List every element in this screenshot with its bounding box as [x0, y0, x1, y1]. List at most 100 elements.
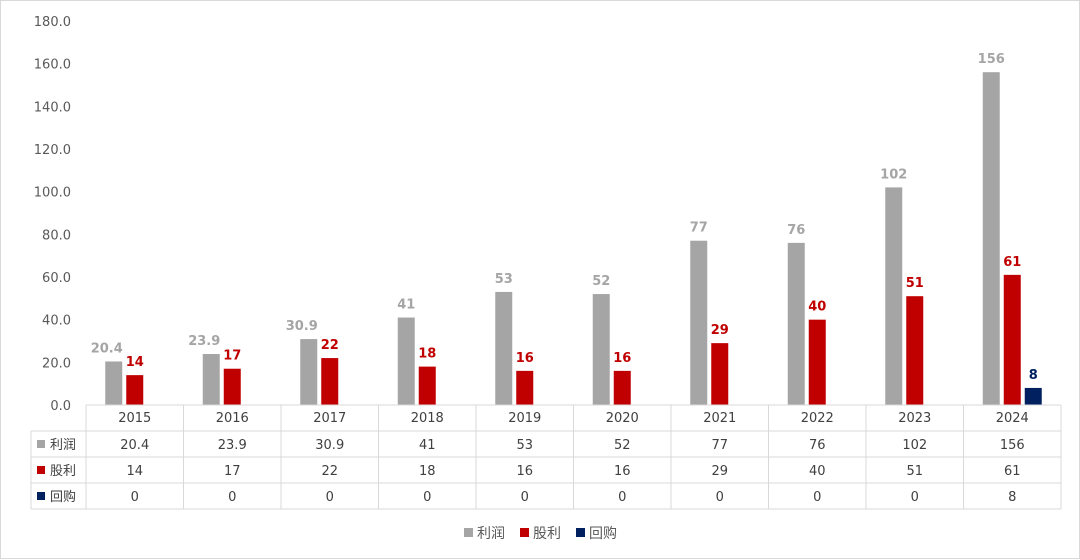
x-tick-label: 2019 — [508, 411, 541, 426]
bar-股利 — [516, 370, 534, 405]
x-tick-label: 2018 — [411, 411, 444, 426]
bar-利润 — [690, 240, 708, 405]
data-label: 17 — [223, 349, 241, 364]
bar-股利 — [418, 366, 436, 405]
table-cell: 30.9 — [315, 438, 344, 453]
x-tick-label: 2015 — [118, 411, 151, 426]
table-cell: 53 — [516, 438, 533, 453]
table-cell: 29 — [711, 464, 728, 479]
table-cell: 22 — [321, 464, 338, 479]
bar-股利 — [906, 296, 924, 405]
legend-key — [464, 528, 473, 537]
table-legend-key — [37, 440, 45, 448]
table-row-label: 回购 — [50, 489, 76, 505]
y-tick-label: 120.0 — [34, 143, 71, 158]
bar-利润 — [300, 339, 318, 405]
table-cell: 0 — [618, 490, 626, 505]
y-tick-label: 40.0 — [42, 314, 71, 329]
table-cell: 0 — [716, 490, 724, 505]
y-tick-label: 0.0 — [50, 399, 71, 414]
legend-entry: 利润 — [477, 526, 505, 542]
table-cell: 156 — [1000, 438, 1025, 453]
table-cell: 0 — [813, 490, 821, 505]
table-cell: 52 — [614, 438, 631, 453]
data-label: 29 — [711, 323, 729, 338]
data-label: 23.9 — [188, 334, 220, 349]
legend-entry: 回购 — [589, 526, 617, 542]
x-tick-label: 2016 — [216, 411, 249, 426]
bar-利润 — [982, 72, 1000, 405]
table-cell: 16 — [614, 464, 631, 479]
table-cell: 17 — [224, 464, 241, 479]
bar-股利 — [126, 375, 144, 405]
table-cell: 14 — [126, 464, 143, 479]
table-row-label: 股利 — [50, 464, 76, 479]
x-tick-label: 2023 — [898, 411, 931, 426]
data-label: 16 — [613, 351, 631, 366]
bar-利润 — [202, 354, 220, 405]
bar-利润 — [105, 361, 123, 405]
bar-股利 — [808, 319, 826, 405]
data-label: 61 — [1003, 255, 1021, 270]
x-tick-label: 2021 — [703, 411, 736, 426]
table-cell: 23.9 — [218, 438, 247, 453]
legend-key — [576, 528, 585, 537]
table-cell: 0 — [228, 490, 236, 505]
data-label: 51 — [906, 276, 924, 291]
bar-利润 — [495, 291, 513, 405]
table-cell: 20.4 — [120, 438, 149, 453]
bar-股利 — [223, 368, 241, 405]
table-cell: 0 — [911, 490, 919, 505]
data-label: 77 — [690, 221, 708, 236]
table-cell: 8 — [1008, 490, 1016, 505]
data-label: 52 — [592, 274, 610, 289]
table-cell: 0 — [131, 490, 139, 505]
x-tick-label: 2024 — [996, 411, 1029, 426]
table-cell: 0 — [423, 490, 431, 505]
table-cell: 51 — [906, 464, 923, 479]
x-tick-label: 2020 — [606, 411, 639, 426]
bar-利润 — [592, 294, 610, 405]
data-label: 76 — [787, 223, 805, 238]
table-cell: 77 — [711, 438, 728, 453]
y-tick-label: 160.0 — [34, 58, 71, 73]
y-tick-label: 20.0 — [42, 356, 71, 371]
legend-key — [520, 528, 529, 537]
data-label: 53 — [495, 272, 513, 287]
data-label: 156 — [978, 52, 1005, 67]
data-label: 14 — [126, 355, 144, 370]
y-tick-label: 140.0 — [34, 100, 71, 115]
data-label: 40 — [808, 300, 826, 315]
bar-利润 — [787, 242, 805, 405]
table-cell: 18 — [419, 464, 436, 479]
data-label: 20.4 — [91, 341, 123, 356]
table-cell: 41 — [419, 438, 436, 453]
y-tick-label: 180.0 — [34, 15, 71, 30]
table-cell: 76 — [809, 438, 826, 453]
bar-回购 — [1024, 387, 1042, 405]
bar-股利 — [1003, 274, 1021, 405]
x-tick-label: 2017 — [313, 411, 346, 426]
table-legend-key — [37, 492, 45, 500]
y-tick-label: 80.0 — [42, 228, 71, 243]
table-cell: 40 — [809, 464, 826, 479]
data-label: 41 — [397, 298, 415, 313]
bar-股利 — [321, 358, 339, 405]
y-tick-label: 60.0 — [42, 271, 71, 286]
table-row-label: 利润 — [50, 438, 76, 453]
bar-股利 — [613, 370, 631, 405]
table-cell: 102 — [902, 438, 927, 453]
legend-entry: 股利 — [533, 526, 561, 542]
y-tick-label: 100.0 — [34, 186, 71, 201]
x-tick-label: 2022 — [801, 411, 834, 426]
table-legend-key — [37, 466, 45, 474]
bar-利润 — [397, 317, 415, 405]
data-label: 16 — [516, 351, 534, 366]
data-label: 18 — [418, 347, 436, 362]
data-label: 30.9 — [286, 319, 318, 334]
table-cell: 61 — [1004, 464, 1021, 479]
bar-股利 — [711, 343, 729, 405]
table-cell: 16 — [516, 464, 533, 479]
